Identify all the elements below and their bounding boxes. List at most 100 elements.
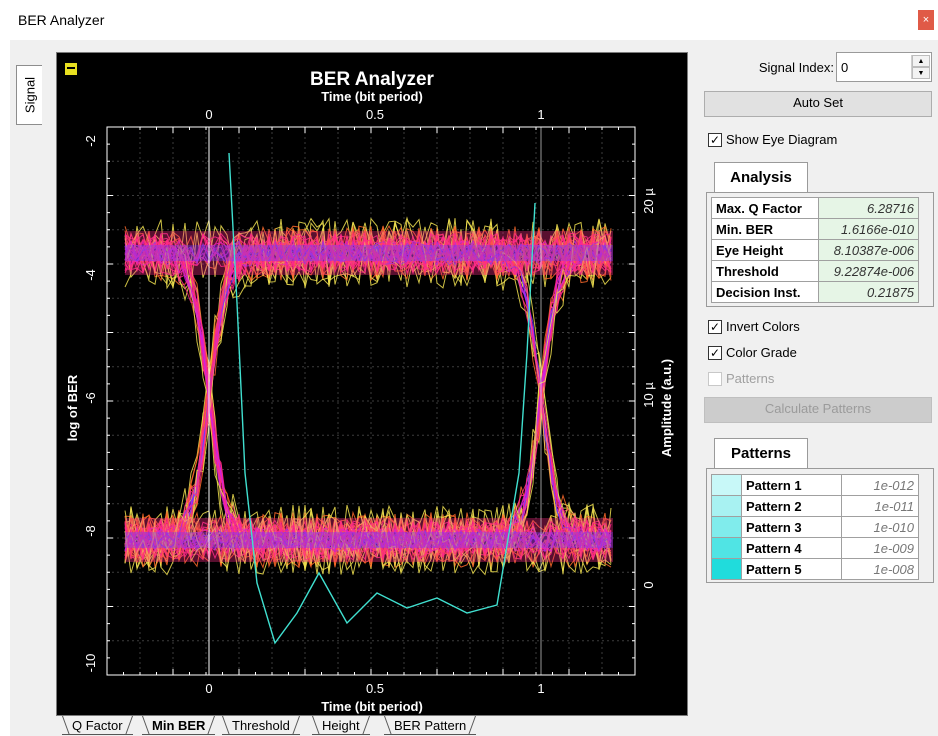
left-tick-neg2: -2 xyxy=(83,135,98,147)
pattern-swatch xyxy=(711,516,742,538)
checkbox-unchecked-icon xyxy=(708,371,722,386)
plot-labels: BER Analyzer Time (bit period) Time (bit… xyxy=(65,63,674,714)
eye-trace xyxy=(124,232,612,559)
bottom-tick-1: 1 xyxy=(537,681,544,696)
bottom-tick-0.5: 0.5 xyxy=(366,681,384,696)
left-tick-neg6: -6 xyxy=(83,392,98,404)
tab-q-factor[interactable]: Q Factor xyxy=(62,716,133,735)
top-tick-0.5: 0.5 xyxy=(366,107,384,122)
ber-curve xyxy=(228,152,536,645)
invert-colors-label: Invert Colors xyxy=(726,319,800,334)
analysis-key: Threshold xyxy=(711,260,819,282)
patterns-checkbox[interactable]: Patterns xyxy=(708,370,774,388)
checkbox-checked-icon: ✓ xyxy=(708,132,722,147)
analysis-value: 9.22874e-006 xyxy=(817,260,920,282)
plot-menu-icon-line xyxy=(67,67,75,69)
pattern-row: Pattern 4 1e-009 xyxy=(711,537,919,559)
pattern-row: Pattern 3 1e-010 xyxy=(711,516,919,538)
color-grade-label: Color Grade xyxy=(726,345,797,360)
eye-trace xyxy=(124,231,612,274)
eye-trace xyxy=(124,233,612,556)
right-tick-10u: 10 µ xyxy=(641,382,656,408)
calculate-patterns-button[interactable]: Calculate Patterns xyxy=(704,397,932,423)
pattern-row: Pattern 2 1e-011 xyxy=(711,495,919,517)
eye-band-top-center xyxy=(125,245,613,261)
eye-diagram-svg: BER Analyzer Time (bit period) Time (bit… xyxy=(65,63,674,714)
plot-frame-lines xyxy=(106,126,636,676)
signal-index-input[interactable] xyxy=(839,55,909,79)
pattern-value: 1e-008 xyxy=(841,558,919,580)
checkbox-checked-icon: ✓ xyxy=(708,345,722,360)
tab-patterns[interactable]: Patterns xyxy=(714,438,808,468)
left-tick-neg4: -4 xyxy=(83,269,98,281)
eye-trace xyxy=(124,508,612,575)
eye-trace xyxy=(124,512,612,569)
eye-band-bottom xyxy=(125,518,613,562)
right-tick-20u: 20 µ xyxy=(641,188,656,214)
signal-index-stepper[interactable]: ▲ ▼ xyxy=(836,52,932,82)
plot-title: BER Analyzer xyxy=(310,69,434,90)
pattern-row: Pattern 5 1e-008 xyxy=(711,558,919,580)
pattern-key: Pattern 3 xyxy=(740,516,843,538)
eye-trace xyxy=(124,218,612,569)
stepper-buttons: ▲ ▼ xyxy=(911,55,930,79)
tab-min-ber[interactable]: Min BER xyxy=(142,716,216,735)
bottom-axis-label: Time (bit period) xyxy=(321,699,423,714)
analysis-value: 8.10387e-006 xyxy=(817,239,920,261)
eye-trace xyxy=(124,527,612,554)
ber-curve-line xyxy=(228,152,536,645)
analysis-row: Decision Inst. 0.21875 xyxy=(711,281,920,303)
top-axis-label: Time (bit period) xyxy=(321,89,423,104)
stepper-down-icon[interactable]: ▼ xyxy=(912,67,930,79)
eye-trace xyxy=(124,519,612,561)
analysis-row: Min. BER 1.6166e-010 xyxy=(711,218,920,240)
tab-signal[interactable]: Signal xyxy=(16,65,42,125)
tab-ber-pattern[interactable]: BER Pattern xyxy=(384,716,477,735)
patterns-checkbox-label: Patterns xyxy=(726,371,775,386)
analysis-key: Eye Height xyxy=(711,239,819,261)
analysis-row: Threshold 9.22874e-006 xyxy=(711,260,920,282)
pattern-value: 1e-011 xyxy=(841,495,919,517)
pattern-key: Pattern 2 xyxy=(740,495,843,517)
patterns-table: Pattern 1 1e-012 Pattern 2 1e-011 Pattern … xyxy=(711,474,919,580)
checkbox-checked-icon: ✓ xyxy=(708,319,722,334)
tab-height[interactable]: Height xyxy=(312,716,370,735)
auto-set-button[interactable]: Auto Set xyxy=(704,91,932,117)
signal-index-label: Signal Index: xyxy=(758,60,834,75)
eye-trace xyxy=(124,234,612,576)
pattern-swatch xyxy=(711,495,742,517)
window-title: BER Analyzer xyxy=(18,12,105,28)
eye-trace xyxy=(124,232,612,275)
bottom-tick-0: 0 xyxy=(205,681,212,696)
analysis-row: Max. Q Factor 6.28716 xyxy=(711,197,920,219)
top-tick-1: 1 xyxy=(537,107,544,122)
analysis-value: 1.6166e-010 xyxy=(817,218,920,240)
show-eye-diagram-checkbox[interactable]: ✓ Show Eye Diagram xyxy=(708,131,837,149)
analysis-key: Min. BER xyxy=(711,218,819,240)
bottom-tab-strip: Q Factor Min BER Threshold Height BER Pa… xyxy=(56,716,688,736)
close-icon[interactable]: × xyxy=(918,10,934,30)
window-titlebar: BER Analyzer × xyxy=(0,0,938,40)
eye-band-bottom-center xyxy=(125,532,613,548)
top-tick-0: 0 xyxy=(205,107,212,122)
pattern-row: Pattern 1 1e-012 xyxy=(711,474,919,496)
left-tick-neg8: -8 xyxy=(83,525,98,537)
analysis-row: Eye Height 8.10387e-006 xyxy=(711,239,920,261)
invert-colors-checkbox[interactable]: ✓ Invert Colors xyxy=(708,318,800,336)
show-eye-diagram-label: Show Eye Diagram xyxy=(726,132,838,147)
left-tick-neg10: -10 xyxy=(83,654,98,673)
stepper-up-icon[interactable]: ▲ xyxy=(912,55,930,67)
tab-threshold[interactable]: Threshold xyxy=(222,716,300,735)
pattern-value: 1e-010 xyxy=(841,516,919,538)
eye-traces xyxy=(124,216,613,576)
plot-grid xyxy=(106,126,636,676)
pattern-key: Pattern 4 xyxy=(740,537,843,559)
left-axis-label: log of BER xyxy=(65,374,80,441)
eye-diagram-plot[interactable]: BER Analyzer Time (bit period) Time (bit… xyxy=(56,52,688,716)
eye-trace xyxy=(124,240,612,553)
color-grade-checkbox[interactable]: ✓ Color Grade xyxy=(708,344,797,362)
pattern-value: 1e-012 xyxy=(841,474,919,496)
tab-analysis[interactable]: Analysis xyxy=(714,162,808,192)
analysis-key: Max. Q Factor xyxy=(711,197,819,219)
analysis-value: 6.28716 xyxy=(817,197,920,219)
